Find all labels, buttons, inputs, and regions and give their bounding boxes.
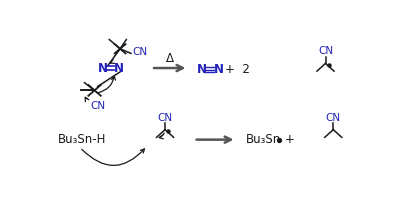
Text: +: +: [285, 133, 294, 146]
Text: CN: CN: [90, 101, 105, 111]
Text: CN: CN: [133, 47, 147, 57]
Text: Δ: Δ: [166, 52, 174, 64]
Text: Bu₃Sn-H: Bu₃Sn-H: [58, 133, 106, 146]
Text: +  2: + 2: [225, 63, 249, 76]
Text: N: N: [197, 63, 206, 76]
Text: Bu₃Sn: Bu₃Sn: [246, 133, 281, 146]
Text: CN: CN: [318, 46, 333, 56]
Text: CN: CN: [326, 113, 341, 123]
Text: N: N: [114, 62, 124, 74]
Text: CN: CN: [158, 113, 172, 123]
Text: N: N: [98, 62, 108, 74]
Text: N: N: [214, 63, 224, 76]
